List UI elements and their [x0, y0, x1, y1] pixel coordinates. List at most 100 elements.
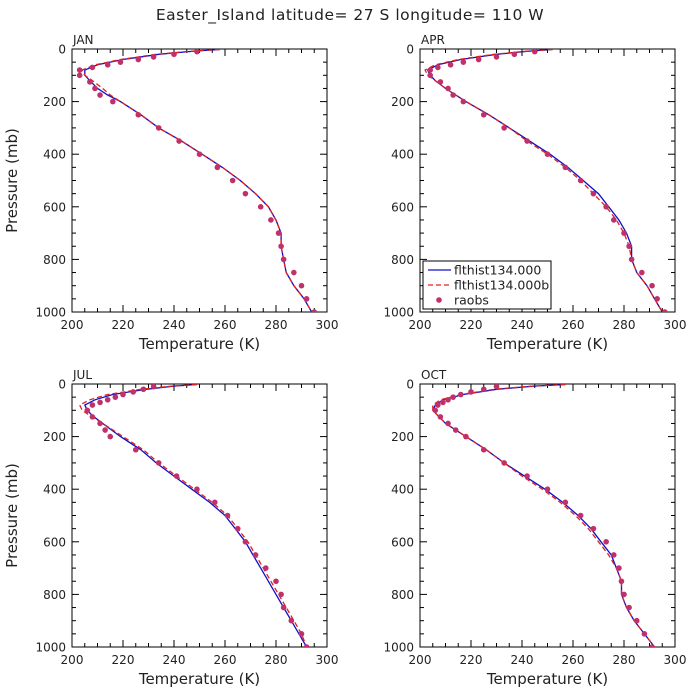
legend-label: flthist134.000 — [454, 263, 541, 278]
x-tick-label: 220 — [460, 653, 483, 667]
x-tick-label: 280 — [265, 318, 288, 332]
raobs-point — [76, 72, 83, 79]
x-tick-label: 280 — [613, 653, 636, 667]
raobs-point — [618, 578, 625, 585]
raobs-point — [649, 282, 655, 289]
raobs-point — [577, 512, 584, 519]
raobs-point — [132, 446, 139, 453]
y-tick-label: 1000 — [383, 641, 414, 655]
raobs-point — [92, 85, 98, 92]
raobs-point — [544, 486, 551, 493]
y-tick-label: 0 — [406, 378, 414, 392]
x-tick-label: 300 — [664, 653, 687, 667]
x-axis-label: Temperature (K) — [486, 670, 608, 688]
raobs-point — [212, 499, 218, 506]
raobs-point — [252, 552, 259, 558]
raobs-point — [626, 604, 632, 611]
raobs-point — [452, 427, 459, 433]
raobs-point — [291, 269, 297, 276]
raobs-point — [104, 396, 111, 403]
x-tick-label: 260 — [562, 653, 585, 667]
plot-frame — [71, 383, 328, 648]
raobs-point — [501, 460, 507, 466]
raobs-point — [616, 565, 622, 571]
raobs-point — [278, 243, 284, 250]
raobs-point — [112, 394, 119, 400]
plot-area — [76, 49, 318, 312]
raobs-point — [135, 111, 142, 118]
raobs-point — [76, 67, 83, 73]
x-tick-label: 220 — [460, 318, 483, 332]
raobs-point — [130, 389, 136, 395]
y-tick-label: 800 — [391, 253, 414, 267]
y-tick-label: 800 — [391, 588, 414, 602]
plot-area — [432, 384, 656, 647]
raobs-point — [242, 190, 249, 197]
series-line-b — [424, 49, 663, 312]
y-tick-label: 200 — [391, 95, 414, 109]
series-line-a — [84, 49, 313, 312]
series-line-b — [432, 384, 656, 647]
y-tick-label: 800 — [43, 588, 66, 602]
x-tick-label: 300 — [316, 653, 339, 667]
raobs-point — [110, 98, 116, 105]
series-line-a — [432, 384, 656, 647]
x-tick-label: 300 — [316, 318, 339, 332]
y-tick-label: 200 — [391, 430, 414, 444]
raobs-point — [120, 391, 126, 398]
panel-label: JAN — [72, 33, 94, 47]
raobs-point — [273, 578, 279, 585]
raobs-point — [611, 217, 617, 223]
raobs-point — [275, 230, 282, 236]
x-tick-label: 260 — [214, 653, 237, 667]
raobs-point — [641, 631, 648, 637]
raobs-point — [621, 591, 627, 598]
raobs-point — [460, 98, 467, 105]
raobs-point — [440, 399, 446, 406]
raobs-point — [234, 525, 241, 532]
raobs-point — [590, 525, 597, 532]
raobs-point — [89, 414, 96, 420]
y-tick-label: 600 — [43, 535, 66, 549]
raobs-point — [102, 427, 108, 433]
raobs-point — [524, 138, 530, 144]
raobs-point — [298, 282, 305, 289]
raobs-point — [590, 190, 597, 197]
panel-label: APR — [421, 33, 445, 47]
raobs-point — [603, 539, 609, 545]
raobs-point — [450, 394, 456, 400]
raobs-point — [480, 446, 487, 453]
raobs-point — [104, 61, 111, 68]
raobs-point — [224, 512, 231, 519]
y-tick-label: 200 — [43, 95, 66, 109]
y-axis-label: Pressure (mb) — [3, 463, 21, 568]
raobs-point — [480, 386, 487, 393]
legend-label: raobs — [454, 293, 489, 308]
raobs-point — [445, 85, 451, 92]
y-tick-label: 400 — [43, 148, 66, 162]
series-line-a — [83, 384, 308, 647]
x-tick-label: 200 — [409, 653, 432, 667]
x-axis-label: Temperature (K) — [138, 670, 260, 688]
y-tick-label: 0 — [58, 378, 66, 392]
panel-apr: 200 220 240 260 280 300 0 200 400 600 800 1000 APR Te… — [383, 33, 686, 353]
raobs-point — [280, 256, 287, 263]
plot-area — [424, 49, 668, 312]
raobs-point — [194, 486, 200, 493]
raobs-point — [135, 56, 142, 63]
raobs-point — [280, 604, 287, 611]
series-line-b — [81, 49, 313, 312]
y-tick-label: 1000 — [35, 306, 66, 320]
raobs-point — [155, 460, 162, 466]
raobs-point — [524, 473, 530, 479]
x-axis-label: Temperature (K) — [486, 335, 608, 353]
y-tick-label: 600 — [43, 200, 66, 214]
raobs-point — [628, 256, 635, 263]
x-tick-label: 200 — [61, 318, 84, 332]
raobs-point — [460, 59, 467, 65]
raobs-point — [639, 269, 645, 276]
raobs-point — [155, 125, 162, 131]
raobs-point — [84, 407, 91, 414]
x-tick-label: 280 — [265, 653, 288, 667]
